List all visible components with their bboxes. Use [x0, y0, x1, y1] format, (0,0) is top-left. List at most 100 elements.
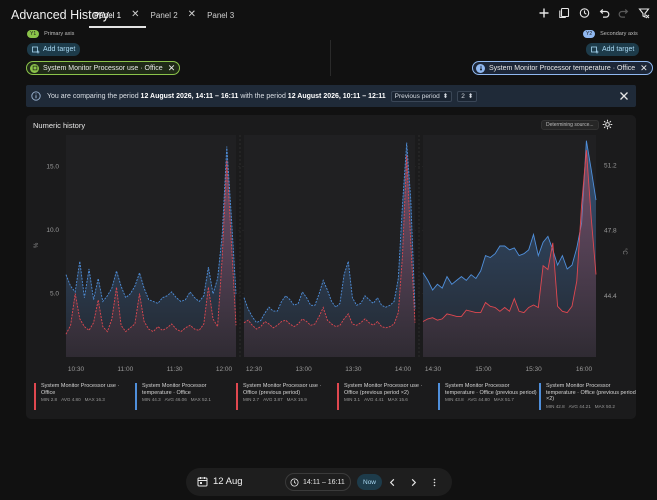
- time-range-label: 14:11 – 16:11: [303, 478, 345, 486]
- legend-item-name: System Monitor Processor use · Office (p…: [344, 383, 423, 396]
- secondary-add-target-button[interactable]: Add target: [586, 43, 640, 56]
- gear-icon[interactable]: [602, 119, 613, 130]
- y-axis-label-right: °C: [621, 248, 627, 255]
- compare-period-select[interactable]: Previous period ⬍: [390, 90, 453, 102]
- series-line[interactable]: [422, 140, 597, 291]
- x-tick-label: 15:30: [526, 366, 543, 373]
- legend-stat-max: MAX 15.9: [286, 397, 307, 402]
- next-button[interactable]: [407, 476, 419, 488]
- series-line[interactable]: [243, 155, 416, 330]
- comparison-banner: You are comparing the period 12 August 2…: [26, 85, 636, 107]
- series-line[interactable]: [243, 142, 416, 324]
- more-vertical-icon: [433, 478, 435, 486]
- secondary-axis-header: Y2 Secondary axis: [583, 30, 638, 38]
- tab-label: Panel 1: [94, 10, 122, 20]
- chart-legend: System Monitor Processor use · Office MIN…: [34, 383, 640, 410]
- secondary-axis-badge: Y2: [583, 30, 596, 38]
- legend-item-stats: MIN 2.8 AVG 4.80 MAX 16.3: [41, 397, 133, 402]
- add-icon[interactable]: [537, 6, 551, 20]
- previous-button[interactable]: [386, 476, 398, 488]
- y-tick-label-right: 51.2: [604, 163, 617, 170]
- chart-card: Numeric history Determining source... 15…: [26, 115, 636, 419]
- close-icon[interactable]: ✕: [187, 9, 197, 20]
- x-tick-label: 11:30: [167, 366, 183, 373]
- close-icon[interactable]: [618, 90, 630, 102]
- banner-middle: with the period: [240, 92, 286, 100]
- primary-axis-label: Primary axis: [44, 31, 75, 37]
- legend-stat-max: MAX 51.7: [493, 397, 514, 402]
- calendar-icon[interactable]: [197, 476, 208, 487]
- compare-count-stepper[interactable]: 2 ⬍: [457, 90, 478, 102]
- x-tick-label: 11:00: [117, 366, 133, 373]
- legend-item[interactable]: System Monitor Processor temperature · O…: [539, 383, 638, 410]
- updown-icon: ⬍: [467, 93, 474, 100]
- legend-item-stats: MIN 2.7 AVG 3.87 MAX 15.9: [243, 397, 335, 402]
- add-target-icon: [591, 46, 599, 53]
- redo-icon[interactable]: [617, 6, 631, 20]
- close-icon[interactable]: ✕: [131, 9, 140, 20]
- x-tick-label: 16:00: [576, 366, 593, 373]
- legend-item-stats: MIN 43.8 AVG 44.80 MAX 51.7: [445, 397, 537, 402]
- y-tick-label: 10.0: [46, 227, 59, 234]
- legend-stat-avg: AVG 44.21: [568, 403, 591, 409]
- legend-item[interactable]: System Monitor Processor use · Office MIN…: [34, 383, 133, 410]
- select-value: Previous period: [394, 92, 440, 100]
- legend-stat-min: MIN 44.3: [142, 397, 161, 402]
- time-navigation-bar: 12 Aug 14:11 – 16:11 Now: [186, 468, 452, 496]
- y-tick-label-right: 47.8: [604, 228, 617, 235]
- copy-icon[interactable]: [557, 6, 571, 20]
- legend-item-name: System Monitor Processor temperature · O…: [445, 383, 537, 396]
- banner-period-b: 12 August 2026, 10:11 – 12:11: [287, 92, 386, 100]
- x-tick-label: 12:30: [246, 366, 263, 373]
- legend-item[interactable]: System Monitor Processor temperature · O…: [135, 383, 234, 410]
- series-area: [244, 155, 415, 357]
- legend-stat-max: MAX 52.1: [190, 397, 211, 402]
- x-tick-label: 14:00: [395, 366, 412, 373]
- secondary-target-chip[interactable]: System Monitor Processor temperature · O…: [472, 61, 653, 75]
- add-target-icon: [32, 46, 40, 53]
- tab-panel-1[interactable]: Panel 1 ✕: [89, 0, 146, 30]
- tab-panel-2[interactable]: Panel 2 ✕: [146, 0, 203, 30]
- legend-item-stats: MIN 3.1 AVG 4.41 MAX 15.6: [344, 397, 436, 402]
- app-title: Advanced History: [11, 8, 109, 22]
- legend-item-stats: MIN 42.8 AVG 44.21 MAX 50.2: [546, 404, 638, 409]
- now-button[interactable]: Now: [357, 474, 383, 490]
- thermometer-icon: [476, 63, 485, 73]
- updown-icon: ⬍: [442, 93, 449, 100]
- y-axis-label: %: [34, 242, 40, 248]
- close-icon[interactable]: ✕: [640, 62, 648, 73]
- series-line[interactable]: [65, 146, 237, 304]
- info-icon: [31, 91, 41, 101]
- legend-item[interactable]: System Monitor Processor use · Office (p…: [337, 383, 436, 410]
- undo-icon[interactable]: [597, 6, 611, 20]
- legend-stat-min: MIN 3.1: [344, 397, 361, 402]
- top-bar: Advanced History Panel 1 ✕ Panel 2 ✕ Pan…: [0, 0, 657, 30]
- history-icon[interactable]: [577, 6, 591, 20]
- banner-period-a: 12 August 2026, 14:11 – 16:11: [140, 92, 239, 100]
- legend-item-stats: MIN 44.3 AVG 46.06 MAX 52.1: [142, 397, 234, 402]
- time-range-button[interactable]: 14:11 – 16:11: [285, 473, 351, 491]
- legend-stat-max: MAX 50.2: [594, 403, 615, 409]
- y-tick-label: 15.0: [46, 164, 59, 171]
- legend-stat-avg: AVG 46.06: [164, 397, 187, 402]
- numeric-history-chart[interactable]: 15.0 10.0 5.0 51.2 47.8 44.4% °C 10:30 11:00 11:3…: [26, 115, 636, 383]
- x-tick-label: 10:30: [68, 366, 85, 373]
- legend-stat-max: MAX 15.6: [387, 397, 408, 402]
- x-tick-label: 15:00: [475, 366, 492, 373]
- primary-target-chip[interactable]: System Monitor Processor use · Office ✕: [26, 61, 181, 75]
- tab-panel-3[interactable]: Panel 3: [202, 0, 240, 30]
- legend-item[interactable]: System Monitor Processor temperature · O…: [438, 383, 537, 410]
- y-tick-label: 5.0: [50, 291, 59, 298]
- more-options-button[interactable]: [428, 476, 440, 488]
- legend-stat-min: MIN 2.8: [41, 397, 58, 402]
- panel-tabs: Panel 1 ✕ Panel 2 ✕ Panel 3: [89, 0, 240, 30]
- filter-off-icon[interactable]: [637, 6, 651, 20]
- date-label[interactable]: 12 Aug: [213, 476, 243, 487]
- series-line[interactable]: [422, 150, 597, 322]
- legend-item[interactable]: System Monitor Processor use · Office (p…: [236, 383, 335, 410]
- primary-add-target-button[interactable]: Add target: [27, 43, 81, 56]
- close-icon[interactable]: ✕: [167, 62, 176, 73]
- source-button[interactable]: Determining source...: [541, 120, 599, 130]
- chip-label: System Monitor Processor use · Office: [43, 64, 163, 72]
- stepper-value: 2: [461, 92, 465, 100]
